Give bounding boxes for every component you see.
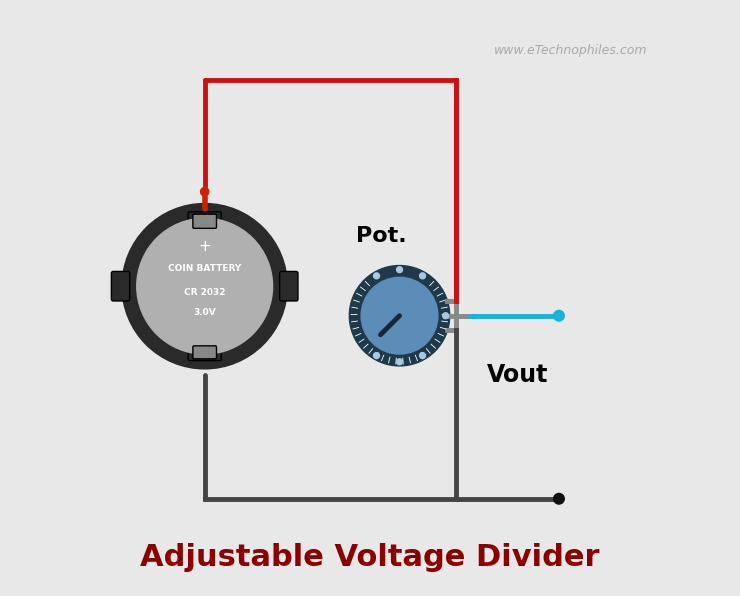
FancyBboxPatch shape: [112, 271, 130, 301]
Circle shape: [420, 273, 426, 279]
Circle shape: [555, 312, 563, 320]
Circle shape: [349, 266, 450, 366]
Circle shape: [397, 359, 403, 365]
Circle shape: [554, 311, 565, 321]
Circle shape: [397, 266, 403, 272]
Circle shape: [420, 353, 426, 359]
Text: Vout: Vout: [487, 363, 548, 387]
Text: COIN BATTERY: COIN BATTERY: [168, 264, 241, 273]
FancyBboxPatch shape: [193, 346, 217, 359]
Circle shape: [443, 313, 448, 319]
Circle shape: [122, 203, 287, 369]
Text: Pot.: Pot.: [357, 226, 407, 246]
Circle shape: [374, 273, 380, 279]
FancyBboxPatch shape: [193, 214, 217, 228]
Circle shape: [554, 493, 565, 504]
Circle shape: [201, 188, 209, 196]
Text: +: +: [198, 238, 211, 253]
Circle shape: [137, 218, 272, 354]
Text: www.eTechnophiles.com: www.eTechnophiles.com: [494, 44, 648, 57]
FancyBboxPatch shape: [188, 212, 221, 230]
FancyBboxPatch shape: [280, 271, 298, 301]
Text: 3.0V: 3.0V: [193, 308, 216, 317]
Circle shape: [361, 277, 438, 354]
Circle shape: [374, 353, 380, 359]
FancyBboxPatch shape: [188, 342, 221, 361]
Text: Adjustable Voltage Divider: Adjustable Voltage Divider: [141, 544, 599, 572]
Text: CR 2032: CR 2032: [184, 288, 226, 297]
